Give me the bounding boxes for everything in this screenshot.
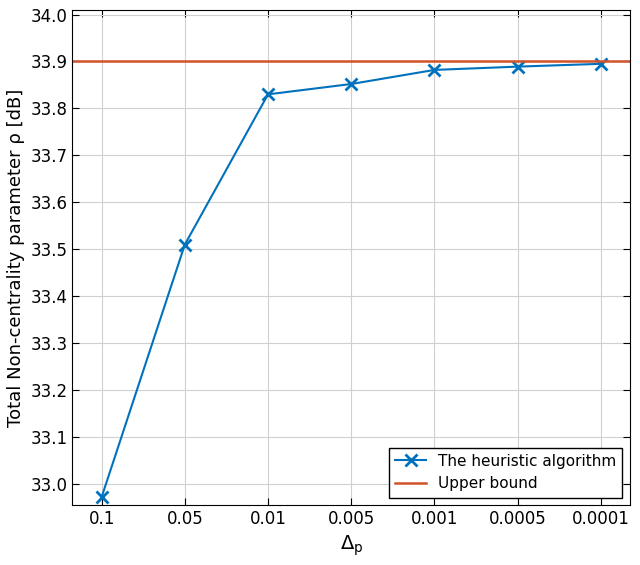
The heuristic algorithm <box>348 81 355 88</box>
Line: The heuristic algorithm: The heuristic algorithm <box>96 58 607 503</box>
The heuristic algorithm <box>597 60 605 67</box>
X-axis label: $\Delta_\mathrm{p}$: $\Delta_\mathrm{p}$ <box>340 533 363 558</box>
The heuristic algorithm <box>431 67 438 73</box>
The heuristic algorithm <box>98 494 106 501</box>
Upper bound <box>98 58 106 65</box>
The heuristic algorithm <box>514 63 522 70</box>
Legend: The heuristic algorithm, Upper bound: The heuristic algorithm, Upper bound <box>389 447 622 498</box>
Upper bound <box>181 58 189 65</box>
The heuristic algorithm <box>181 241 189 248</box>
The heuristic algorithm <box>264 91 272 98</box>
Y-axis label: Total Non-centrality parameter ρ [dB]: Total Non-centrality parameter ρ [dB] <box>7 88 25 427</box>
